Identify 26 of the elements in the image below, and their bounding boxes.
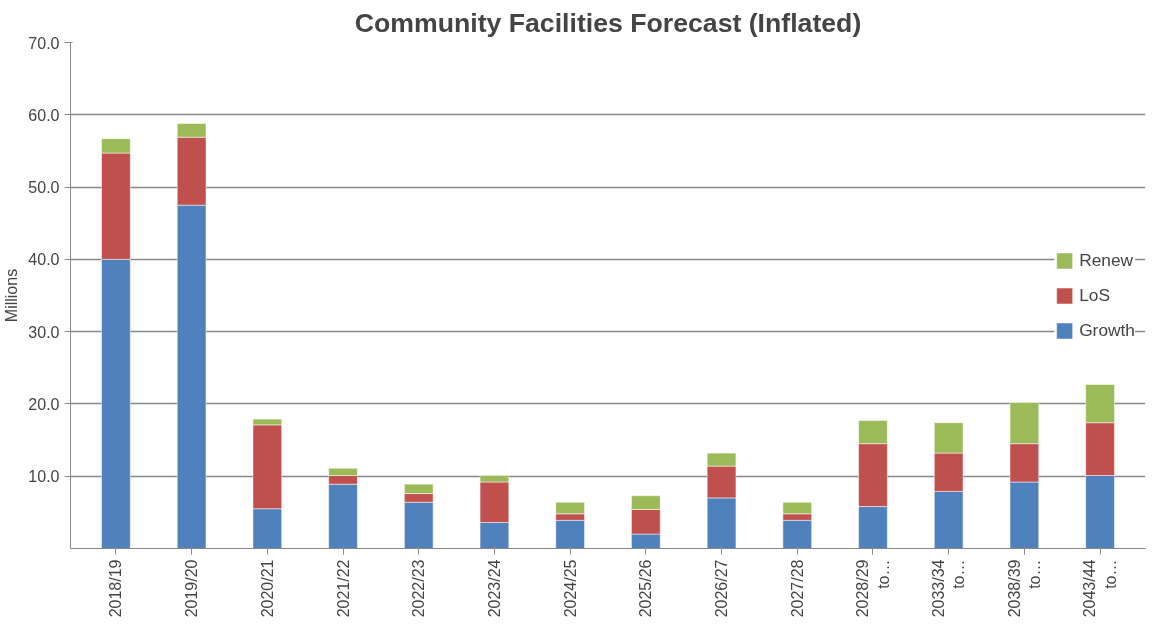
x-tick-label: 2028/29 to… [854,559,892,618]
legend-label: Renew [1079,249,1134,271]
y-axis-title: Millions [3,268,21,323]
y-tick-label: 20.0 [28,395,60,413]
y-tick-label: 50.0 [28,179,60,197]
x-tick-label: 2019/20 [183,559,201,618]
legend-label: LoS [1079,284,1110,306]
x-tick-label: 2020/21 [258,559,276,618]
x-tick-label: 2021/22 [334,559,352,618]
x-tick-label: 2038/39 to… [1005,559,1044,618]
legend-label: Growth [1079,319,1135,341]
y-tick-label: 60.0 [28,106,60,124]
x-tick-label: 2025/26 [637,559,655,618]
chart-title: Community Facilities Forecast (Inflated) [354,7,862,38]
x-tick-label: 2026/27 [713,559,731,618]
x-tick-label: 2023/24 [485,559,503,618]
x-tick-label: 2022/23 [410,559,428,618]
x-tick-label: 2033/34 to… [929,559,968,618]
x-tick-label: 2018/19 [107,559,125,618]
x-tick-label: 2024/25 [561,559,579,618]
y-tick-label: 30.0 [28,323,60,341]
x-tick-label: 2027/28 [788,559,806,618]
y-tick-label: 70.0 [28,34,60,52]
y-tick-label: 10.0 [28,468,60,486]
y-tick-label: 40.0 [28,251,60,269]
x-tick-label: 2043/44 to… [1081,559,1119,618]
